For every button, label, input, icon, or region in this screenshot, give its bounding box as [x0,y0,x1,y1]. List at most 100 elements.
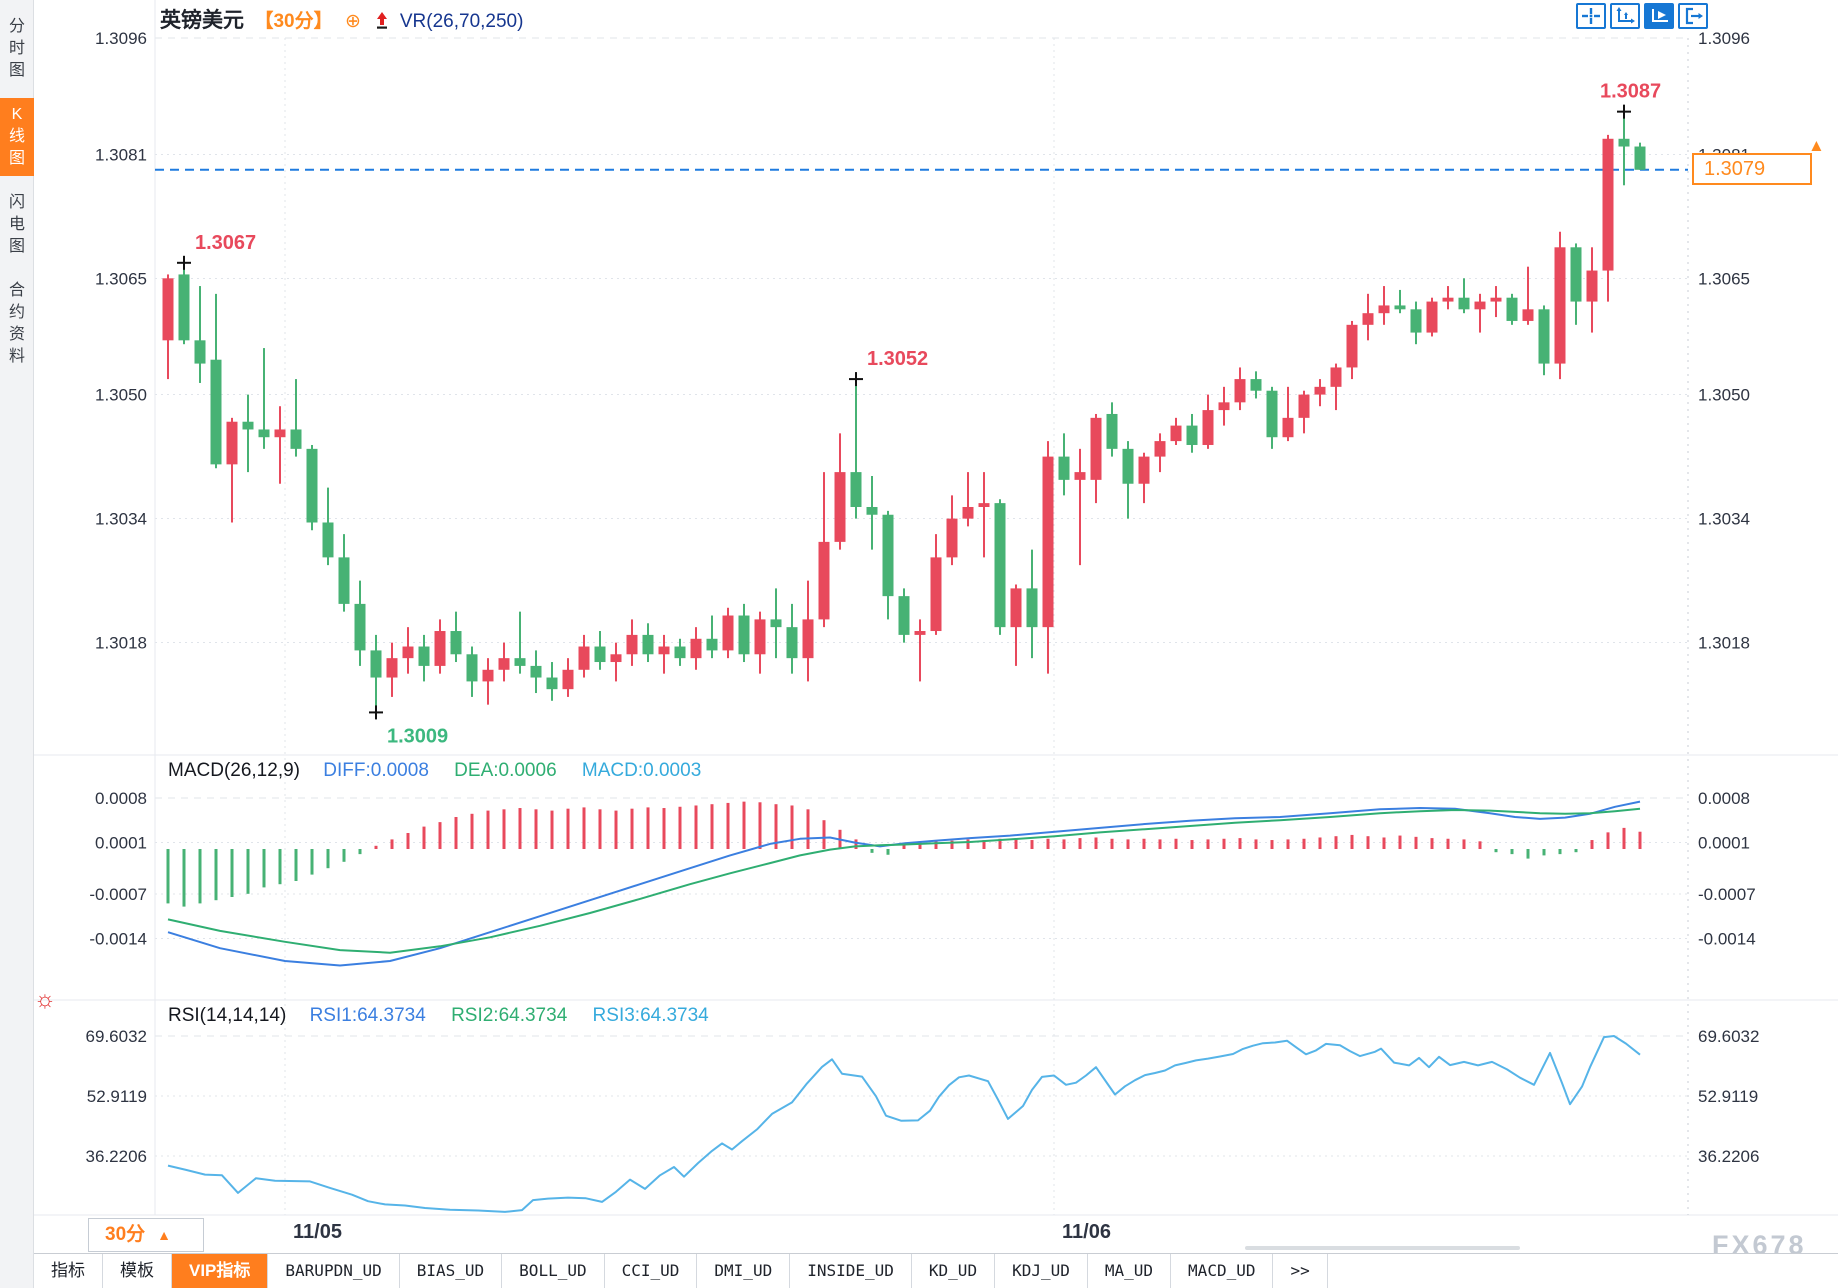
rsi-axis-label-right: 52.9119 [1698,1087,1758,1106]
tab-[interactable]: 指标 [34,1254,103,1288]
macd-hist-bar [166,849,170,904]
candle-body [706,638,718,651]
price-axis-label-right: 1.3096 [1698,29,1750,48]
sidebar-item-合约资料[interactable]: 合约资料 [8,282,25,365]
candle-body [658,646,670,655]
chart-canvas[interactable]: 1.30961.30961.30811.30811.30651.30651.30… [0,0,1838,1253]
macd-hist-bar [918,841,922,849]
toolbar-button-axis-pan-icon[interactable] [1610,3,1640,29]
macd-hist-bar [1062,839,1066,849]
price-marker-arrow-icon: ▲ [1808,136,1825,155]
rsi-axis-label-right: 69.6032 [1698,1027,1759,1046]
date-axis-label: 11/05 [293,1221,342,1243]
sidebar-item-分时图[interactable]: 分时图 [8,18,25,79]
macd-hist-bar [374,845,378,849]
toolbar-button-axis-play-icon[interactable] [1644,3,1674,29]
macd-axis-label-left: -0.0014 [89,930,147,949]
candle-body [1074,472,1086,480]
macd-hist-bar [934,840,938,849]
tab-MA_UD[interactable]: MA_UD [1088,1254,1172,1288]
candle-body [1426,301,1438,333]
macd-hist-bar [1286,839,1290,849]
macd-axis-label-left: 0.0001 [95,834,147,853]
tab-MACD_UD[interactable]: MACD_UD [1171,1254,1274,1288]
candle-body [290,429,302,449]
candle-body [1186,425,1198,445]
macd-hist-bar [806,809,810,849]
macd-hist-bar [214,849,218,901]
macd-hist-bar [966,839,970,849]
price-annotation [369,705,383,720]
timeframe-selector[interactable]: 30分 ▲ [88,1218,204,1252]
price-axis-label-right: 1.3050 [1698,386,1750,405]
price-annotation [849,372,863,387]
tab-CCI_UD[interactable]: CCI_UD [605,1254,698,1288]
macd-hist-bar [950,840,954,849]
candle-body [1634,146,1646,170]
macd-hist-bar [550,810,554,849]
candle-body [1554,247,1566,364]
candle-body [386,658,398,678]
rsi-axis-label-left: 52.9119 [87,1087,147,1106]
price-annotation [1617,104,1631,119]
price-axis-label-right: 1.3018 [1698,634,1750,653]
macd-hist-bar [342,849,346,862]
candle-body [434,631,446,666]
tab-KD_UD[interactable]: KD_UD [912,1254,996,1288]
tab-INSIDE_UD[interactable]: INSIDE_UD [790,1254,912,1288]
candle-body [530,665,542,678]
candle-body [834,472,846,542]
macd-hist-bar [1526,849,1530,859]
macd-hist-bar [1238,838,1242,849]
tab-DMI_UD[interactable]: DMI_UD [697,1254,791,1288]
tab-[interactable]: 模板 [103,1254,172,1288]
tab-[interactable]: >> [1273,1254,1328,1288]
macd-dea-line [167,807,1641,954]
macd-hist-bar [774,804,778,849]
indicator-settings-icon[interactable]: ☼ [34,986,56,1013]
macd-hist-bar [1142,838,1146,849]
candle-body [866,506,878,515]
tab-VIP[interactable]: VIP指标 [172,1254,269,1288]
price-axis-label-right: 1.3034 [1698,510,1750,529]
candle-body [1122,448,1134,484]
candle-body [1618,138,1630,147]
target-icon[interactable]: ⊕ [345,11,361,32]
toolbar-button-exit-chart-icon[interactable] [1678,3,1708,29]
macd-hist-bar [1350,834,1354,849]
macd-hist-bar [1206,839,1210,849]
tab-BIAS_UD[interactable]: BIAS_UD [400,1254,503,1288]
macd-hist-bar [1542,849,1546,856]
candle-body [850,472,862,507]
tab-KDJ_UD[interactable]: KDJ_UD [995,1254,1088,1288]
macd-hist-bar [1558,849,1562,855]
scrollbar-indicator[interactable] [1245,1246,1520,1250]
candle-body [322,522,334,558]
tab-BARUPDN_UD[interactable]: BARUPDN_UD [268,1254,400,1288]
tab-BOLL_UD[interactable]: BOLL_UD [502,1254,605,1288]
candle-body [1330,367,1342,387]
macd-hist-bar [1318,837,1322,849]
candle-body [802,619,814,659]
macd-hist-bar [902,843,906,849]
sidebar-item-闪电图[interactable]: 闪电图 [8,194,25,255]
macd-hist-bar [1078,838,1082,849]
macd-hist-bar [598,809,602,849]
candle-body [1586,270,1598,302]
macd-hist-bar [406,833,410,849]
macd-hist-bar [1382,837,1386,849]
macd-hist-bar [438,822,442,849]
candle-body [1442,297,1454,302]
macd-hist-bar [246,849,250,894]
candle-body [1362,313,1374,325]
macd-diff-line [167,800,1641,967]
exit-chart-icon [1685,7,1703,25]
timeframe-label: 30分 [105,1224,146,1245]
macd-hist-bar [1014,839,1018,849]
period-tag: 【30分】 [254,11,333,32]
candle-body [1058,456,1070,480]
candle-body [818,541,830,620]
toolbar-button-crosshair-icon[interactable] [1576,3,1606,29]
macd-hist-bar [1094,837,1098,849]
